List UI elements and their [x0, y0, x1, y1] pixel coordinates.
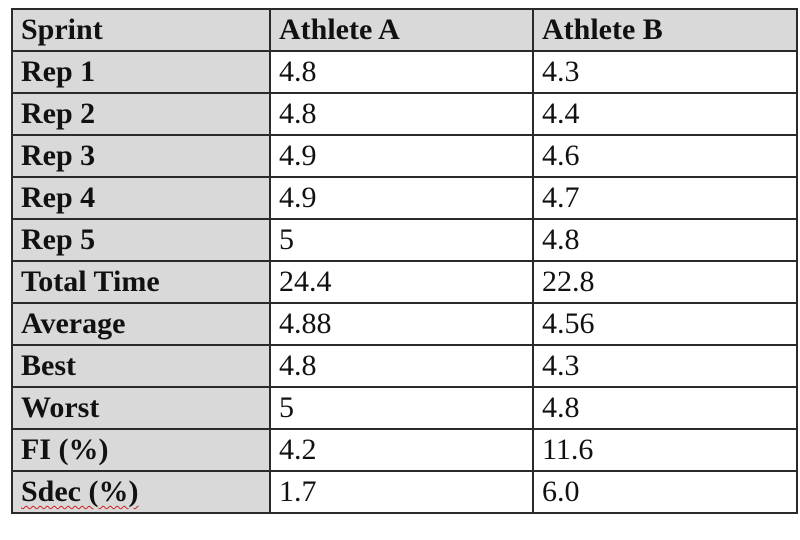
athlete-b-cell: 4.56: [532, 302, 798, 346]
athlete-b-cell: 22.8: [532, 260, 798, 304]
athlete-b-cell: 4.3: [532, 50, 798, 94]
athlete-a-cell: 4.2: [269, 428, 534, 472]
document-page: Sprint Athlete A Athlete B Rep 1 4.8 4.3…: [11, 8, 798, 540]
table-row: FI (%) 4.2 11.6: [11, 428, 798, 472]
row-label: FI (%): [11, 428, 271, 472]
athlete-a-cell: 24.4: [269, 260, 534, 304]
row-label: Best: [11, 344, 271, 388]
table-row: Rep 2 4.8 4.4: [11, 92, 798, 136]
athlete-b-cell: 4.8: [532, 386, 798, 430]
row-label: Total Time: [11, 260, 271, 304]
athlete-a-cell: 1.7: [269, 470, 534, 514]
row-label: Sdec (%): [11, 470, 271, 514]
table-row: Rep 3 4.9 4.6: [11, 134, 798, 178]
athlete-a-cell: 4.8: [269, 50, 534, 94]
sdec-label: Sdec (%): [21, 475, 139, 508]
table-row: Sdec (%) 1.7 6.0: [11, 470, 798, 514]
table-row: Total Time 24.4 22.8: [11, 260, 798, 304]
athlete-a-cell: 4.8: [269, 92, 534, 136]
header-athlete-a: Athlete A: [269, 8, 534, 52]
athlete-a-cell: 5: [269, 218, 534, 262]
athlete-a-cell: 4.88: [269, 302, 534, 346]
row-label: Average: [11, 302, 271, 346]
athlete-b-cell: 4.3: [532, 344, 798, 388]
sprint-times-table: Sprint Athlete A Athlete B Rep 1 4.8 4.3…: [11, 8, 798, 514]
table-row: Best 4.8 4.3: [11, 344, 798, 388]
row-label: Rep 4: [11, 176, 271, 220]
table-row: Rep 4 4.9 4.7: [11, 176, 798, 220]
row-label: Worst: [11, 386, 271, 430]
athlete-a-cell: 4.9: [269, 176, 534, 220]
row-label: Rep 5: [11, 218, 271, 262]
athlete-a-cell: 4.9: [269, 134, 534, 178]
athlete-b-cell: 4.8: [532, 218, 798, 262]
header-sprint: Sprint: [11, 8, 271, 52]
athlete-b-cell: 11.6: [532, 428, 798, 472]
table-row: Rep 5 5 4.8: [11, 218, 798, 262]
row-label: Rep 3: [11, 134, 271, 178]
athlete-a-cell: 4.8: [269, 344, 534, 388]
table-row: Worst 5 4.8: [11, 386, 798, 430]
table-header-row: Sprint Athlete A Athlete B: [11, 8, 798, 52]
athlete-b-cell: 4.7: [532, 176, 798, 220]
athlete-b-cell: 4.4: [532, 92, 798, 136]
athlete-a-cell: 5: [269, 386, 534, 430]
table-row: Rep 1 4.8 4.3: [11, 50, 798, 94]
row-label: Rep 1: [11, 50, 271, 94]
athlete-b-cell: 4.6: [532, 134, 798, 178]
header-athlete-b: Athlete B: [532, 8, 798, 52]
table-row: Average 4.88 4.56: [11, 302, 798, 346]
athlete-b-cell: 6.0: [532, 470, 798, 514]
row-label: Rep 2: [11, 92, 271, 136]
